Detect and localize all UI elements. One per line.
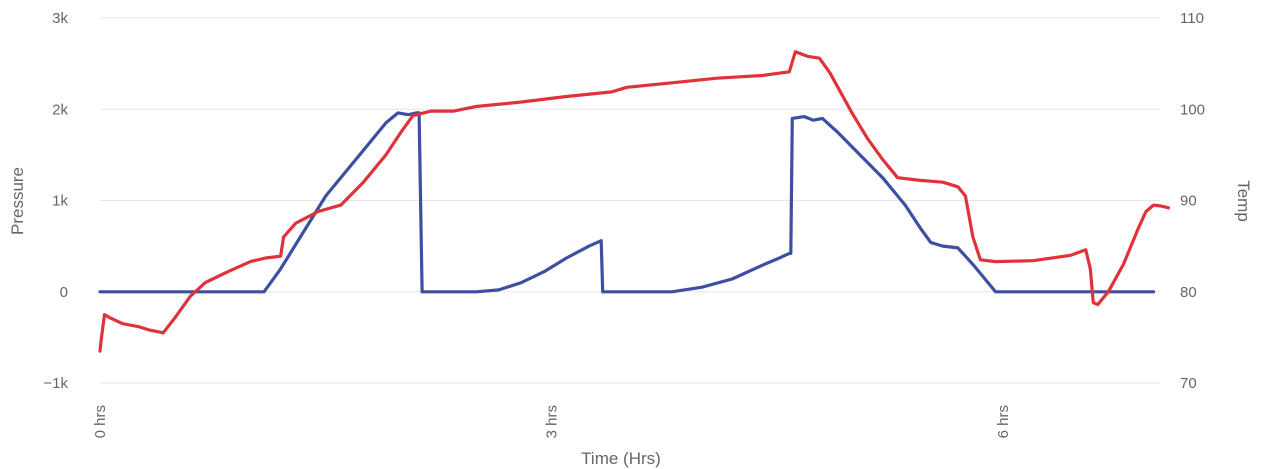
x-axis-title: Time (Hrs) — [581, 449, 661, 468]
y-left-tick-label: −1k — [43, 375, 68, 392]
x-tick-label: 3 hrs — [544, 405, 561, 438]
y-axis-right-title: Temp — [1234, 180, 1253, 222]
grid — [100, 17, 1160, 384]
y-right-tick-label: 80 — [1180, 284, 1197, 301]
x-tick-label: 0 hrs — [92, 405, 109, 438]
y-axis-left-title: Pressure — [8, 167, 27, 235]
y-left-tick-label: 3k — [52, 10, 68, 27]
x-tick-label: 6 hrs — [995, 405, 1012, 438]
y-right-tick-label: 110 — [1180, 10, 1204, 27]
y-left-tick-label: 2k — [52, 101, 68, 118]
y-right-tick-label: 70 — [1180, 375, 1197, 392]
series-group — [98, 50, 1171, 353]
temp-series-line — [98, 50, 1171, 353]
y-right-tick-label: 90 — [1180, 193, 1197, 210]
right-axis: 110 100 90 80 70 — [1180, 10, 1205, 392]
x-axis: 0 hrs 3 hrs 6 hrs — [92, 405, 1012, 438]
pressure-series-line — [98, 111, 1156, 294]
y-right-tick-label: 100 — [1180, 101, 1205, 118]
y-left-tick-label: 1k — [52, 193, 68, 210]
left-axis: 3k 2k 1k 0 −1k — [43, 10, 68, 392]
y-left-tick-label: 0 — [60, 284, 68, 301]
